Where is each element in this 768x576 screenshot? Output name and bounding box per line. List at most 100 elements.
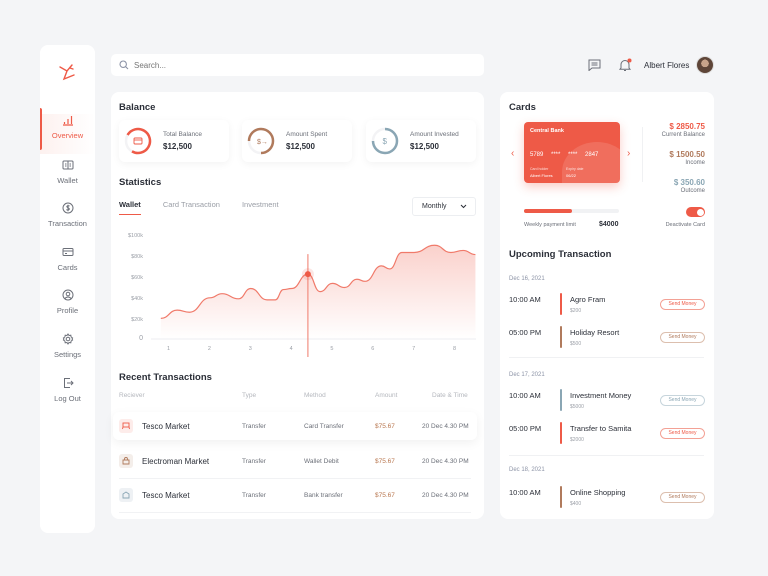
- send-money-button[interactable]: Send Money: [660, 299, 705, 310]
- balance-card-value: $12,500: [163, 142, 192, 151]
- sidebar-item-logout[interactable]: Log Out: [40, 377, 95, 417]
- upcoming-title: Upcoming Transaction: [509, 249, 612, 260]
- sidebar-item-label: Overview: [51, 131, 84, 140]
- dollar-circle-icon: [62, 202, 73, 214]
- user-circle-icon: [62, 289, 73, 301]
- upcoming-item: 10:00 AM Agro Fram $200 Send Money: [509, 293, 705, 319]
- header-actions: Albert Flores: [588, 55, 715, 75]
- receiver-name: Tesco Market: [142, 491, 190, 500]
- upcoming-name: Agro Fram: [570, 295, 606, 304]
- recent-transactions-title: Recent Transactions: [119, 372, 212, 383]
- card-expiry-label: Expiry date: [566, 167, 584, 171]
- bag-icon: [119, 454, 133, 468]
- upcoming-amount: $200: [570, 308, 582, 314]
- sidebar-item-cards[interactable]: Cards: [40, 246, 95, 286]
- tx-date: 20 Dec 4.30 PM: [422, 423, 469, 430]
- statistics-chart[interactable]: $100k $80k $60k $40k $20k 0 1 2 3 4 5 6 7 8: [111, 227, 484, 357]
- send-money-button[interactable]: Send Money: [660, 395, 705, 406]
- y-tick: 0: [139, 335, 143, 342]
- color-bar: [560, 293, 562, 315]
- chevron-left-icon[interactable]: ‹: [511, 148, 515, 159]
- tx-method: Wallet Debit: [304, 458, 339, 465]
- y-tick: $100k: [128, 233, 143, 239]
- cards-panel: Cards ‹ Central Bank 5789 **** **** 2847…: [500, 92, 714, 519]
- message-icon[interactable]: [588, 59, 601, 71]
- color-bar: [560, 326, 562, 348]
- upcoming-item: 05:00 PM Holiday Resort $500 Send Money: [509, 326, 705, 352]
- deactivate-card-toggle[interactable]: [686, 207, 705, 217]
- col-receiver: Reciever: [119, 392, 145, 399]
- sidebar-item-settings[interactable]: Settings: [40, 333, 95, 373]
- avatar[interactable]: [696, 56, 715, 74]
- upcoming-time: 10:00 AM: [509, 391, 541, 400]
- upcoming-amount: $400: [570, 501, 582, 507]
- x-tick: 3: [248, 346, 252, 352]
- y-tick: $60k: [131, 275, 143, 281]
- sidebar-item-wallet[interactable]: Wallet: [40, 159, 95, 199]
- card-number: 5789 **** **** 2847: [530, 152, 599, 158]
- balance-card-label: Amount Invested: [410, 131, 459, 138]
- bank-icon: [119, 488, 133, 502]
- search-input[interactable]: [134, 60, 434, 70]
- tab-investment[interactable]: Investment: [241, 200, 279, 209]
- balance-title: Balance: [119, 102, 156, 113]
- user-name[interactable]: Albert Flores: [644, 60, 690, 70]
- notification-bell-icon[interactable]: [618, 58, 632, 72]
- sidebar-item-label: Transaction: [48, 219, 87, 228]
- balance-card-invested[interactable]: $ Amount Invested $12,500: [366, 120, 476, 162]
- balance-card-label: Total Balance: [163, 131, 203, 138]
- card-icon: [124, 127, 152, 155]
- logo-icon: [59, 64, 75, 81]
- divider: [119, 478, 471, 479]
- credit-card[interactable]: Central Bank 5789 **** **** 2847 Card ho…: [524, 122, 620, 183]
- x-tick: 6: [371, 346, 375, 352]
- color-bar: [560, 486, 562, 508]
- dollar-transfer-icon: $→: [247, 127, 275, 155]
- tx-type: Transfer: [242, 492, 266, 499]
- period-dropdown[interactable]: Monthly: [412, 197, 476, 216]
- balance-card-total[interactable]: Total Balance $12,500: [119, 120, 229, 162]
- table-row[interactable]: Electroman Market Transfer Wallet Debit …: [113, 447, 477, 479]
- send-money-button[interactable]: Send Money: [660, 492, 705, 503]
- sidebar-item-label: Cards: [57, 263, 78, 272]
- sidebar-item-transaction[interactable]: Transaction: [40, 202, 95, 242]
- send-money-button[interactable]: Send Money: [660, 332, 705, 343]
- send-money-button[interactable]: Send Money: [660, 428, 705, 439]
- svg-text:$: $: [383, 137, 388, 146]
- y-tick: $80k: [131, 254, 143, 260]
- balance-card-value: $12,500: [410, 142, 439, 151]
- upcoming-item: 05:00 PM Transfer to Samita $2000 Send M…: [509, 422, 705, 448]
- upcoming-name: Transfer to Samita: [570, 424, 632, 433]
- divider: [509, 455, 704, 456]
- upcoming-date: Dec 17, 2021: [509, 372, 545, 378]
- sidebar-item-overview[interactable]: Overview: [40, 108, 95, 154]
- wallet-icon: [62, 160, 73, 170]
- tab-wallet[interactable]: Wallet: [119, 200, 141, 215]
- table-row[interactable]: Tesco Market Transfer Card Transfer $75.…: [113, 412, 477, 440]
- col-amount: Amount: [375, 392, 398, 399]
- current-balance-value: $ 2850.75: [669, 122, 705, 131]
- card-holder: Albert Flores: [530, 173, 553, 178]
- search-bar[interactable]: [111, 54, 484, 76]
- upcoming-date: Dec 18, 2021: [509, 467, 545, 473]
- upcoming-amount: $2000: [570, 437, 584, 443]
- credit-card-icon: [62, 248, 73, 256]
- limit-label: Weekly payment limit: [524, 222, 576, 228]
- divider: [509, 357, 704, 358]
- color-bar: [560, 422, 562, 444]
- balance-card-spent[interactable]: $→ Amount Spent $12,500: [242, 120, 352, 162]
- sidebar-item-profile[interactable]: Profile: [40, 289, 95, 329]
- upcoming-item: 10:00 AM Online Shopping $400 Send Money: [509, 486, 705, 512]
- sidebar-item-label: Profile: [56, 306, 79, 315]
- logout-icon: [63, 378, 74, 388]
- table-row[interactable]: Tesco Market Transfer Bank transfer $75.…: [113, 481, 477, 513]
- svg-text:$→: $→: [257, 139, 268, 146]
- tab-card-transaction[interactable]: Card Transaction: [162, 200, 220, 209]
- sidebar: Overview Wallet Transaction Cards Profil…: [40, 45, 95, 533]
- x-tick: 7: [412, 346, 416, 352]
- bar-chart-icon: [62, 116, 73, 126]
- upcoming-time: 10:00 AM: [509, 295, 541, 304]
- upcoming-amount: $5000: [570, 404, 584, 410]
- upcoming-time: 10:00 AM: [509, 488, 541, 497]
- chevron-right-icon[interactable]: ›: [627, 148, 631, 159]
